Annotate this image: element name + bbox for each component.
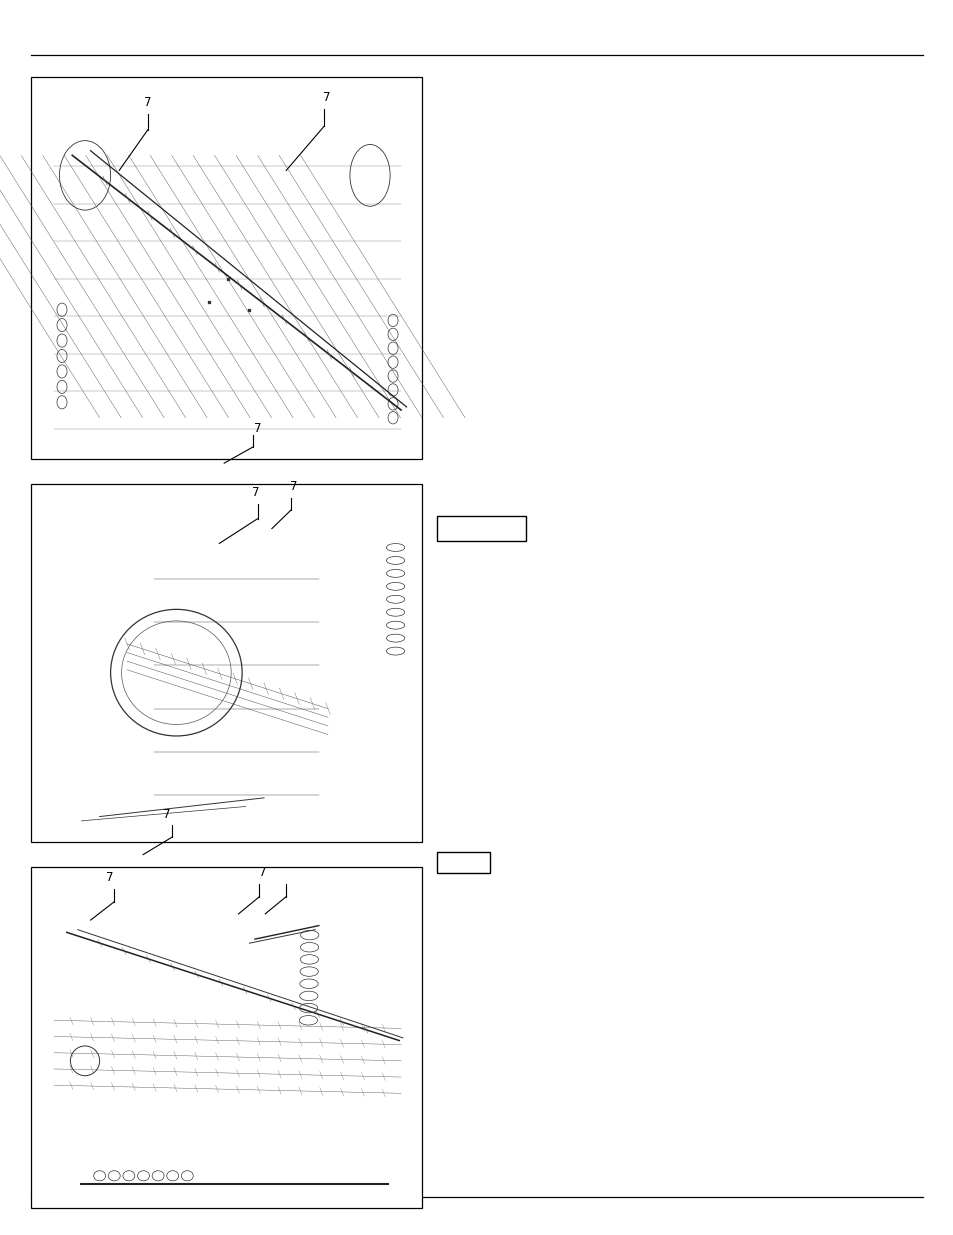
Bar bbox=[30, 77, 421, 459]
Bar bbox=[436, 852, 490, 873]
Text: 7: 7 bbox=[144, 95, 152, 109]
Text: 7: 7 bbox=[290, 479, 297, 493]
Text: 7: 7 bbox=[323, 90, 331, 104]
Bar bbox=[30, 484, 421, 842]
Text: 7: 7 bbox=[252, 485, 259, 499]
Text: 7: 7 bbox=[253, 421, 261, 435]
Text: 7: 7 bbox=[163, 808, 171, 821]
Bar bbox=[436, 516, 525, 541]
Text: 7: 7 bbox=[106, 871, 113, 884]
Text: 7: 7 bbox=[258, 866, 266, 879]
Bar bbox=[30, 867, 421, 1208]
